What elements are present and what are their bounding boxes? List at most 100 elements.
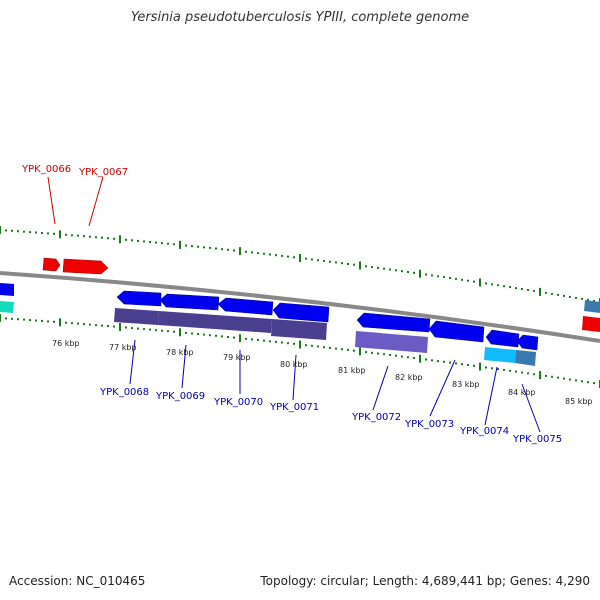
minor-tick [317,259,319,262]
gene-arrow-right-edge-red [582,316,600,332]
minor-tick [77,234,79,237]
minor-tick [143,240,145,243]
minor-tick [533,289,535,292]
gene-arrow-ypk-0074[interactable] [485,329,520,348]
minor-tick [287,342,289,345]
major-tick [179,240,181,249]
minor-tick [53,232,55,235]
minor-tick [515,287,517,290]
minor-tick [209,246,211,249]
leader-line-ypk-0067 [88,176,104,227]
minor-tick [245,337,247,340]
minor-tick [23,230,25,233]
ruler-label: 83 kbp [452,380,480,389]
minor-tick [251,251,253,254]
minor-tick [95,324,97,327]
ruler-label: 78 kbp [166,348,194,357]
minor-tick [53,320,55,323]
leader-line-ypk-0069 [181,344,187,389]
minor-tick [467,364,469,366]
gene-label-ypk-0067[interactable]: YPK_0067 [78,167,128,178]
minor-tick [569,378,571,381]
major-tick [119,323,121,331]
minor-tick [353,263,355,266]
minor-tick [161,329,163,332]
minor-tick [581,297,583,300]
minor-tick [509,369,511,372]
minor-tick [401,355,403,358]
minor-tick [473,280,475,283]
minor-tick [125,326,127,329]
minor-tick [197,245,199,248]
minor-tick [155,241,157,244]
minor-tick [143,328,145,331]
minor-tick [575,296,577,299]
tick-row-bottom [0,314,600,388]
minor-tick [83,235,85,238]
minor-tick [227,248,229,251]
minor-tick [557,376,559,379]
gene-arrow-ypk-0070[interactable] [217,297,274,316]
genome-backbone [0,271,600,343]
minor-tick [329,346,331,349]
minor-tick [185,331,187,334]
minor-tick [395,354,397,357]
minor-tick [527,372,529,375]
minor-tick [563,294,565,297]
minor-tick [497,284,499,287]
leader-line-ypk-0074 [484,366,498,426]
cds-bar-ypk-0069-0070 [158,311,272,333]
minor-tick [11,229,13,232]
minor-tick [167,242,169,245]
minor-tick [203,246,205,249]
gene-arrow-ypk-0069[interactable] [159,293,220,311]
minor-tick [203,333,205,336]
gene-arrow-ypk-0068[interactable] [116,290,162,307]
minor-tick [329,260,331,263]
cds-bar-ypk-0072 [355,331,428,353]
gene-arrow-ypk-0066[interactable] [42,257,61,272]
minor-tick [167,330,169,333]
leader-line-ypk-0073 [429,359,456,417]
minor-tick [437,275,439,278]
gene-label-ypk-0071[interactable]: YPK_0071 [269,402,319,413]
gene-label-ypk-0075[interactable]: YPK_0075 [512,434,562,445]
minor-tick [275,254,277,257]
gene-label-ypk-0073[interactable]: YPK_0073 [404,419,454,430]
minor-tick [125,238,127,241]
minor-tick [365,265,367,268]
minor-tick [365,351,367,354]
minor-tick [371,266,373,269]
minor-tick [173,330,175,333]
minor-tick [269,340,271,343]
major-tick [419,269,421,278]
gene-arrow-ypk-0072[interactable] [356,312,431,333]
minor-tick [389,268,391,271]
minor-tick [389,354,391,356]
minor-tick [251,338,253,341]
cds-bar-ypk-0068 [114,308,159,325]
minor-tick [455,277,457,280]
minor-tick [575,379,577,382]
minor-tick [449,277,451,279]
gene-label-ypk-0072[interactable]: YPK_0072 [351,412,401,423]
minor-tick [449,361,451,364]
gene-label-ypk-0070[interactable]: YPK_0070 [213,397,263,408]
minor-tick [215,247,217,250]
gene-arrow-ypk-0075[interactable] [516,334,539,351]
minor-tick [551,292,553,295]
minor-tick [17,230,19,233]
gene-label-ypk-0069[interactable]: YPK_0069 [155,391,205,402]
gene-label-ypk-0074[interactable]: YPK_0074 [459,426,509,437]
minor-tick [593,382,595,385]
minor-tick [431,274,433,277]
minor-tick [281,254,283,257]
minor-tick [467,279,469,282]
gene-label-ypk-0068[interactable]: YPK_0068 [99,387,149,398]
minor-tick [155,329,157,332]
gene-label-ypk-0066[interactable]: YPK_0066 [21,164,71,175]
gene-arrow-ypk-0071[interactable] [272,302,330,323]
gene-arrow-ypk-0073[interactable] [428,320,485,343]
gene-arrow-right-edge-steel [584,300,600,313]
gene-arrow-ypk-0067[interactable] [62,258,109,275]
